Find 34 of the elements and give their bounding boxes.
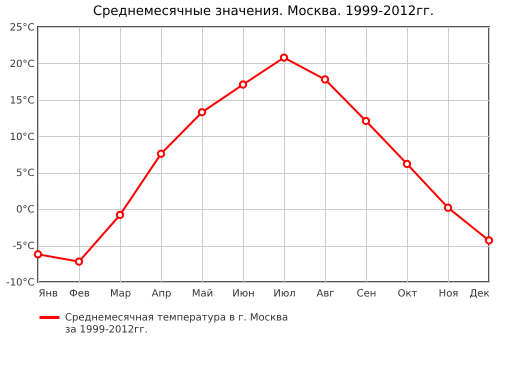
x-tick-label: Окт bbox=[398, 288, 418, 300]
y-tick-label: 20°C bbox=[10, 58, 35, 70]
x-tick-label: Фев bbox=[69, 288, 90, 300]
point bbox=[74, 257, 84, 266]
x-tick-label: Дек bbox=[469, 288, 490, 300]
x-tick-label: Июн bbox=[232, 288, 255, 300]
y-tick-label: 10°C bbox=[10, 132, 35, 143]
x-tick-label: Апр bbox=[152, 288, 172, 300]
legend-label: Среднемесячная температура в г. Москва за 1999-2012гг. bbox=[65, 312, 288, 336]
x-tick-label: Сен bbox=[356, 288, 376, 300]
point bbox=[362, 116, 370, 126]
y-tick-label: -10°C bbox=[6, 278, 35, 288]
point bbox=[320, 75, 330, 84]
chart-title: Среднемесячные значения. Москва. 1999-2012гг. bbox=[93, 4, 434, 19]
x-tick-label: Мар bbox=[110, 288, 132, 300]
x-tick-label: Июл bbox=[273, 288, 296, 300]
point bbox=[444, 204, 452, 212]
point bbox=[116, 210, 124, 220]
point bbox=[238, 80, 248, 89]
x-tick-label: Май bbox=[192, 288, 214, 300]
x-tick-label: Авг bbox=[316, 288, 334, 300]
y-tick-label: 25°C bbox=[10, 22, 35, 34]
point bbox=[156, 150, 166, 158]
x-tick-label: Янв bbox=[38, 288, 58, 300]
y-tick-label: 0°C bbox=[16, 204, 35, 216]
point bbox=[34, 250, 42, 258]
point bbox=[402, 160, 412, 168]
y-tick-label: -5°C bbox=[12, 241, 35, 252]
x-tick-label: Ноя bbox=[438, 288, 458, 300]
point bbox=[198, 108, 206, 116]
y-tick-label: 5°C bbox=[16, 168, 35, 180]
point bbox=[484, 236, 494, 245]
y-tick-label: 15°C bbox=[10, 95, 35, 106]
point bbox=[280, 53, 288, 62]
